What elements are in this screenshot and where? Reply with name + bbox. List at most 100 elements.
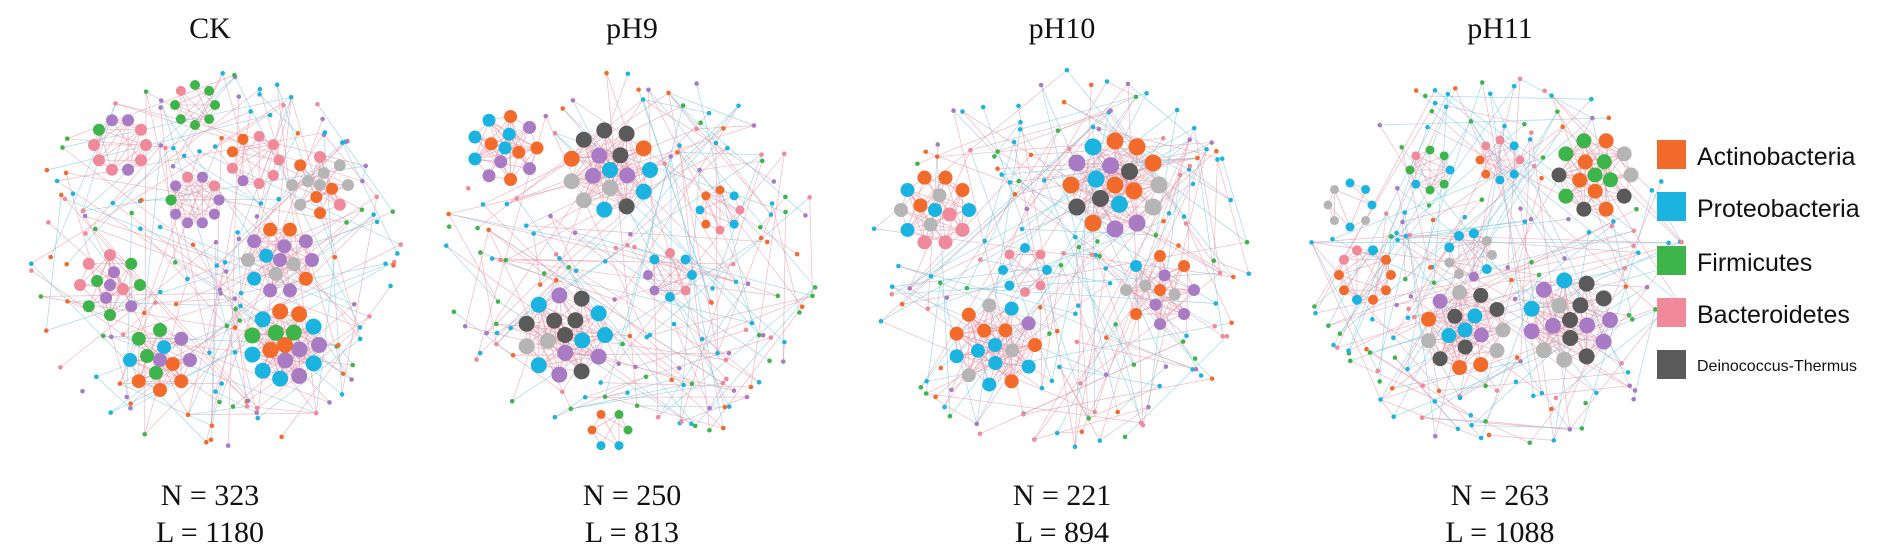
network-edge — [1043, 180, 1144, 426]
network-node — [1487, 91, 1493, 97]
network-node — [960, 109, 965, 114]
network-edge — [1041, 265, 1062, 389]
network-node — [1432, 293, 1448, 309]
network-node — [713, 140, 719, 146]
network-node — [518, 338, 535, 355]
network-node — [1400, 219, 1405, 225]
network-node — [268, 266, 283, 281]
network-node — [74, 279, 86, 291]
network-node — [1649, 188, 1655, 193]
network-node — [1632, 388, 1638, 393]
network-edge — [645, 337, 771, 378]
network-node — [1139, 279, 1152, 292]
network-node — [508, 325, 513, 331]
network-node — [557, 255, 562, 261]
network-node — [219, 135, 224, 141]
network-edge — [127, 129, 142, 170]
network-node — [894, 203, 908, 217]
network-edge — [170, 199, 203, 224]
network-node — [301, 175, 314, 188]
network-node — [1653, 307, 1658, 312]
network-node — [128, 405, 133, 411]
network-node — [451, 309, 457, 315]
network-node — [59, 192, 64, 198]
network-edge — [232, 304, 355, 407]
network-node — [756, 332, 762, 338]
network-node — [357, 325, 363, 330]
network-node — [980, 104, 986, 110]
legend-label-firmicutes: Firmicutes — [1697, 249, 1812, 277]
network-node — [60, 145, 65, 150]
network-node — [1625, 370, 1631, 375]
network-edge — [464, 229, 490, 327]
network-edge — [1380, 399, 1482, 439]
network-edge — [1458, 240, 1488, 275]
network-node — [636, 87, 641, 92]
network-edge — [1349, 189, 1366, 228]
network-node — [563, 173, 580, 190]
network-node — [1018, 119, 1023, 125]
network-node — [938, 235, 953, 250]
network-node — [574, 332, 591, 349]
network-node — [1361, 216, 1371, 226]
network-node — [1481, 235, 1492, 246]
network-node — [158, 143, 164, 148]
network-node — [374, 194, 380, 200]
network-edge — [1488, 434, 1554, 441]
network-node — [596, 409, 606, 419]
network-node — [291, 341, 308, 358]
network-node — [1602, 312, 1618, 328]
network-node — [575, 131, 592, 148]
network-node — [1395, 237, 1400, 243]
network-edge — [1040, 84, 1167, 367]
network-node — [1150, 176, 1168, 194]
network-node — [570, 98, 576, 103]
network-node — [1631, 243, 1636, 249]
network-node — [108, 334, 114, 340]
network-edge — [1099, 255, 1196, 359]
network-edge — [492, 258, 734, 265]
network-node — [625, 390, 630, 396]
network-edge — [968, 314, 996, 364]
network-node — [1596, 154, 1612, 170]
network-node — [1378, 397, 1383, 402]
network-node — [970, 343, 985, 358]
network-node — [1106, 176, 1124, 194]
network-node — [1455, 426, 1461, 432]
network-node — [1154, 284, 1166, 296]
network-node — [1432, 433, 1438, 439]
network-node — [91, 275, 104, 288]
network-edge — [183, 73, 224, 156]
network-edge — [1094, 139, 1191, 413]
network-node — [964, 285, 970, 291]
network-edge — [668, 92, 772, 215]
network-node — [1192, 356, 1198, 361]
network-edge — [341, 142, 398, 254]
network-node — [1431, 280, 1437, 285]
network-node — [482, 113, 496, 127]
network-node — [692, 423, 698, 429]
network-node — [143, 89, 149, 94]
network-edge — [1059, 366, 1089, 419]
network-edge — [119, 383, 212, 427]
network-node — [1129, 259, 1142, 272]
network-node — [775, 293, 781, 299]
network-edge — [1193, 128, 1221, 274]
network-node — [314, 151, 326, 163]
network-edge — [709, 306, 803, 431]
network-node — [1566, 216, 1571, 222]
network-node — [105, 114, 118, 127]
network-node — [182, 217, 194, 229]
network-node — [614, 409, 624, 419]
network-edge — [907, 209, 970, 231]
network-node — [1473, 357, 1489, 373]
network-node — [298, 234, 313, 249]
network-node — [1586, 230, 1592, 235]
network-node — [504, 173, 518, 187]
network-edge — [604, 392, 628, 398]
network-node — [680, 254, 691, 265]
network-node — [254, 311, 271, 328]
network-edge — [123, 298, 236, 335]
network-edge — [496, 343, 563, 393]
network-node — [677, 143, 682, 148]
